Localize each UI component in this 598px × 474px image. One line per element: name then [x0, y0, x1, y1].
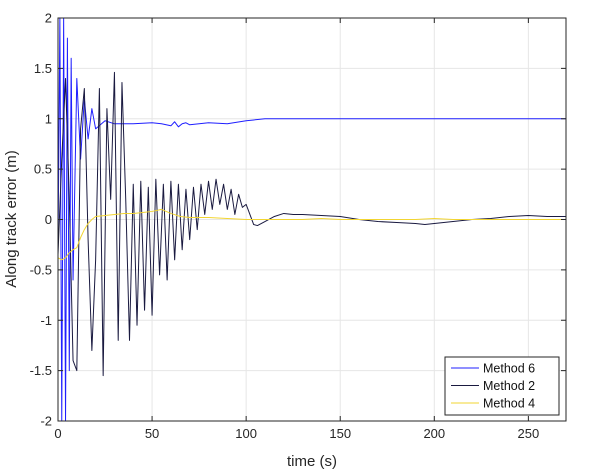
y-tick-label: -0.5 — [30, 262, 52, 277]
x-tick-label: 200 — [423, 426, 445, 441]
x-tick-label: 0 — [54, 426, 61, 441]
y-tick-label: -1.5 — [30, 363, 52, 378]
legend-label: Method 4 — [483, 397, 535, 411]
legend: Method 6 Method 2 Method 4 — [444, 356, 560, 416]
x-tick-label: 100 — [235, 426, 257, 441]
y-tick-label: -2 — [40, 414, 52, 429]
x-axis-title: time (s) — [287, 453, 337, 470]
axes: 0 50 100 150 200 250 -2 -1.5 -1 -0.5 0 0.5 1 1.5 2 — [30, 11, 567, 441]
x-tick-label: 250 — [518, 426, 540, 441]
y-tick-label: 0.5 — [34, 162, 52, 177]
y-tick-label: 1 — [45, 111, 52, 126]
y-tick-label: 1.5 — [34, 61, 52, 76]
legend-label: Method 2 — [483, 379, 535, 393]
x-tick-label: 50 — [145, 426, 159, 441]
y-tick-label: -1 — [40, 313, 52, 328]
legend-label: Method 6 — [483, 362, 535, 376]
y-axis-title: Along track error (m) — [3, 150, 20, 288]
x-tick-label: 150 — [329, 426, 351, 441]
y-tick-label: 2 — [45, 11, 52, 26]
series-line-method-6 — [58, 18, 566, 421]
y-tick-label: 0 — [45, 212, 52, 227]
series-line-method-2 — [58, 71, 566, 377]
series-line-method-4 — [58, 208, 566, 261]
plot-area — [58, 18, 566, 421]
